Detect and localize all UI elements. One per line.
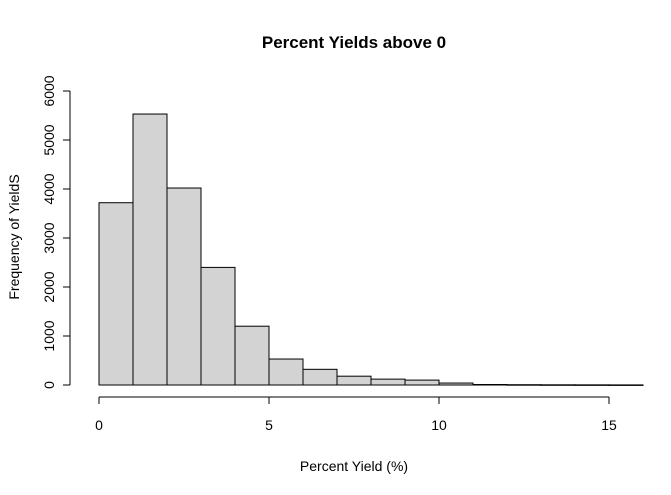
y-tick-label-5000: 5000 bbox=[41, 124, 57, 155]
histogram-bar-11 bbox=[472, 384, 508, 386]
y-tick-label-4000: 4000 bbox=[41, 173, 57, 204]
x-tick-label-0: 0 bbox=[95, 417, 103, 433]
histogram-bar-12 bbox=[506, 384, 542, 386]
histogram-bar-2 bbox=[166, 187, 202, 386]
x-tick-label-10: 10 bbox=[431, 417, 447, 433]
y-tick-label-1000: 1000 bbox=[41, 320, 57, 351]
histogram-bar-4 bbox=[234, 325, 270, 386]
histogram-bar-15 bbox=[608, 384, 644, 386]
histogram-bar-13 bbox=[540, 384, 576, 386]
histogram-bar-10 bbox=[438, 382, 474, 386]
histogram-bar-7 bbox=[336, 375, 372, 386]
x-tick-label-5: 5 bbox=[265, 417, 273, 433]
x-axis-label: Percent Yield (%) bbox=[300, 458, 408, 474]
histogram-bar-14 bbox=[574, 384, 610, 386]
histogram-bar-8 bbox=[370, 378, 406, 386]
y-tick-label-0: 0 bbox=[41, 381, 57, 389]
y-axis: 0 1000 2000 3000 4000 5000 6000 bbox=[41, 75, 71, 389]
histogram-bar-1 bbox=[132, 113, 168, 386]
histogram-bar-0 bbox=[98, 202, 134, 386]
x-tick-label-15: 15 bbox=[601, 417, 617, 433]
y-tick-label-2000: 2000 bbox=[41, 271, 57, 302]
histogram-bar-6 bbox=[302, 368, 338, 386]
histogram-bar-3 bbox=[200, 266, 236, 386]
histogram-bars bbox=[98, 113, 644, 386]
y-tick-label-6000: 6000 bbox=[41, 75, 57, 106]
y-tick-label-3000: 3000 bbox=[41, 222, 57, 253]
x-axis: 0 5 10 15 bbox=[95, 396, 617, 433]
histogram-bar-5 bbox=[268, 358, 304, 386]
histogram-bar-9 bbox=[404, 379, 440, 386]
y-axis-label: Frequency of YieldS bbox=[6, 174, 22, 299]
chart-title: Percent Yields above 0 bbox=[262, 33, 446, 52]
